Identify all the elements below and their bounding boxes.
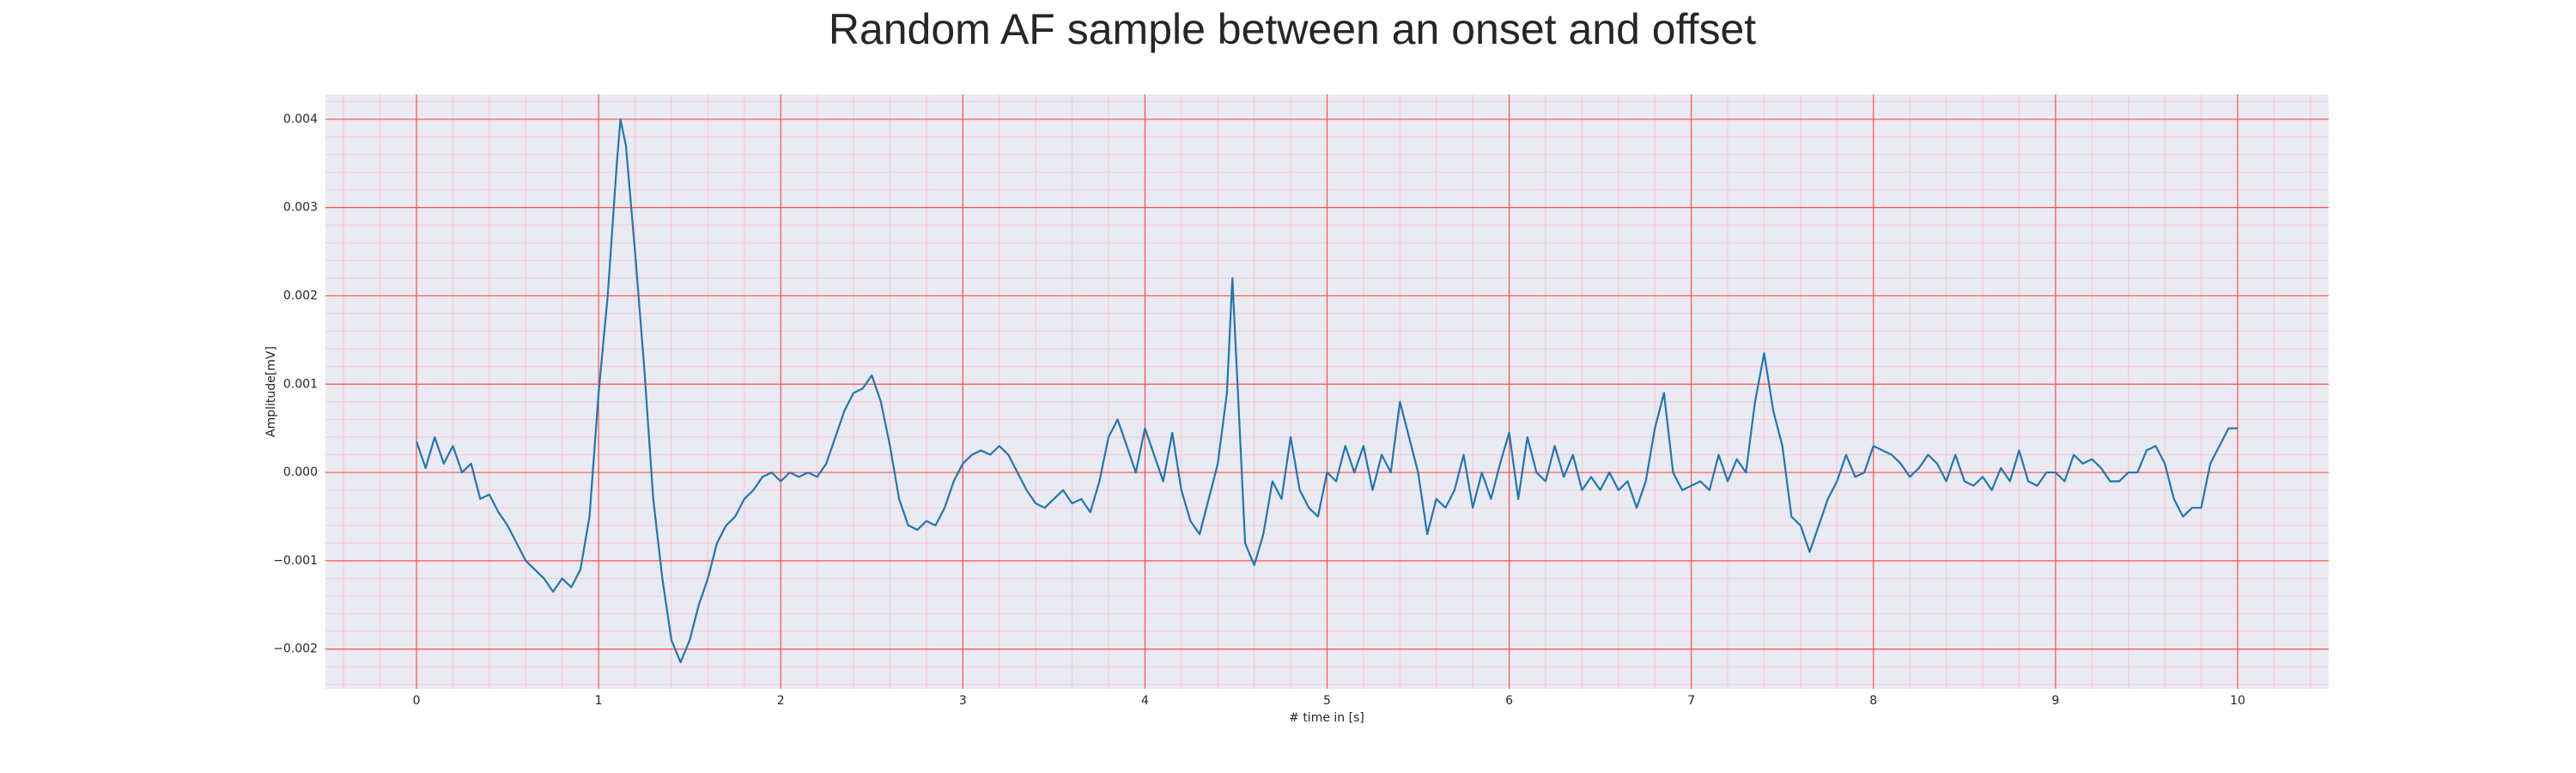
x-tick-label: 4 — [1141, 694, 1149, 708]
x-tick-label: 10 — [2230, 694, 2245, 708]
x-tick-label: 5 — [1323, 694, 1331, 708]
x-tick-label: 7 — [1687, 694, 1695, 708]
x-tick-label: 2 — [777, 694, 785, 708]
y-tick-label: 0.000 — [283, 466, 318, 479]
y-tick-label: −0.002 — [273, 642, 318, 656]
x-tick-label: 9 — [2051, 694, 2059, 708]
line-series — [416, 118, 2238, 664]
x-tick-label: 3 — [959, 694, 967, 708]
x-tick-label: 1 — [595, 694, 603, 708]
x-tick-label: 8 — [1869, 694, 1877, 708]
y-tick-label: 0.001 — [283, 377, 318, 391]
y-tick-label: 0.004 — [283, 113, 318, 126]
x-tick-label: 6 — [1505, 694, 1513, 708]
x-axis-label: # time in [s] — [1289, 711, 1364, 725]
y-tick-label: 0.002 — [283, 289, 318, 302]
y-tick-label: −0.001 — [273, 554, 318, 568]
y-axis-label: Amplitude[mV] — [264, 346, 278, 437]
x-tick-label: 0 — [413, 694, 421, 708]
chart-title: Random AF sample between an onset and of… — [829, 5, 1756, 53]
y-tick-label: 0.003 — [283, 201, 318, 215]
